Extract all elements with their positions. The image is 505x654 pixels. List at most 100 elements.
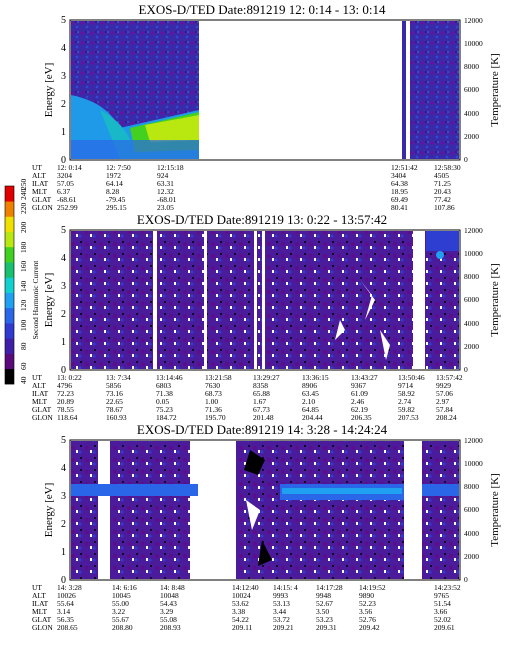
panel-3-ytick-5: 5 xyxy=(61,435,66,446)
panel-2-cell: 57.84 xyxy=(436,405,453,414)
colorbar-swatch xyxy=(5,262,14,278)
panel-2-cell: 58.92 xyxy=(398,389,415,398)
panel-2-col-6: 13:43:27 9367 61.09 2.46 62.19 206.35 xyxy=(351,373,378,422)
colorbar-tick: 250 xyxy=(19,179,28,191)
panel-3-y2tick-6: 12000 xyxy=(464,436,483,445)
panel-3-cell: 10048 xyxy=(160,591,179,600)
panel-1-cell: 3404 xyxy=(391,171,406,180)
panel-2-cell: 65.88 xyxy=(253,389,270,398)
panel-1-col-3: 12:51:42 3404 64.38 18.95 69.49 80.41 xyxy=(391,163,418,212)
colorbar-swatch xyxy=(5,307,14,324)
panel-2-cell: 13:50:46 xyxy=(398,373,425,382)
panel-1-cell: 71.25 xyxy=(434,179,451,188)
panel-3-col-3: 14:12:40 10024 53.62 3.38 54.22 209.11 xyxy=(232,583,259,632)
panel-1-cell: 20.43 xyxy=(434,187,451,196)
panel-2-ytick-1: 1 xyxy=(61,337,66,348)
panel-1-col-1: 12: 7:50 1972 64.14 8.28 -79.45 295.15 xyxy=(106,163,131,212)
panel-1-y2label: Temperature [K] xyxy=(489,53,501,126)
panel-2-cell: 13:36:15 xyxy=(302,373,329,382)
panel-3-cell: 55.08 xyxy=(160,615,177,624)
panel-1-cell: 63.31 xyxy=(157,179,174,188)
panel-2-ytick-4: 4 xyxy=(61,253,66,264)
panel-1-y2ticks: 0 2000 4000 6000 8000 10000 12000 xyxy=(464,16,483,164)
panel-3-cell: 9948 xyxy=(316,591,331,600)
panel-2-cell: 57.06 xyxy=(436,389,453,398)
panel-2-cell: 71.36 xyxy=(205,405,222,414)
panel-3-cell: 3.44 xyxy=(273,607,286,616)
panel-1-row-label-alt: ALT xyxy=(32,171,46,180)
panel-2-cell: 195.70 xyxy=(205,413,226,422)
panel-3-ytick-2: 2 xyxy=(61,519,66,530)
panel-1-orbit-table: UT ALT ILAT MLT GLAT GLON 12: 0:14 3204 … xyxy=(32,163,461,212)
colorbar-swatch xyxy=(5,201,14,217)
panel-3-cell: 3.50 xyxy=(316,607,329,616)
panel-2-cell: 13: 0:22 xyxy=(57,373,82,382)
panel-3-cell: 9890 xyxy=(359,591,374,600)
panel-1-col-2: 12:15:18 924 63.31 12.32 -68.01 23.05 xyxy=(157,163,184,212)
colorbar-swatch xyxy=(5,231,14,248)
panel-2-cell: 75.23 xyxy=(156,405,173,414)
panel-3-cell: 10024 xyxy=(232,591,251,600)
panel-1-cell: 23.05 xyxy=(157,203,174,212)
panel-2-y2tick-3: 6000 xyxy=(464,295,479,304)
panel-1-cell: 295.15 xyxy=(106,203,127,212)
panel-2-cell: 0.05 xyxy=(156,397,169,406)
panel-1-y2tick-4: 8000 xyxy=(464,62,479,71)
panel-1-cell: 18.95 xyxy=(391,187,408,196)
panel-1-ytick-3: 3 xyxy=(61,71,66,82)
panel-1-cell: -68.01 xyxy=(157,195,177,204)
panel-3-ytick-3: 3 xyxy=(61,491,66,502)
panel-2-y2tick-1: 2000 xyxy=(464,342,479,351)
panel-2-cell: 20.89 xyxy=(57,397,74,406)
panel-1-cell: 57.05 xyxy=(57,179,74,188)
panel-3-cell: 56.35 xyxy=(57,615,74,624)
colorbar-swatch xyxy=(5,353,14,370)
colorbar-tick: 160 xyxy=(19,261,28,273)
panel-1-ytick-0: 0 xyxy=(61,155,66,166)
panel-2-y2tick-5: 10000 xyxy=(464,249,483,258)
panel-2-cell: 2.10 xyxy=(302,397,315,406)
panel-2-cell: 8358 xyxy=(253,381,268,390)
panel-2-y2tick-2: 4000 xyxy=(464,319,479,328)
panel-1-cell: 64.14 xyxy=(106,179,123,188)
colorbar-label: Second Harmonic Current xyxy=(31,260,40,340)
panel-3-cell: 209.21 xyxy=(273,623,294,632)
panel-3-heatmap-segment-4 xyxy=(422,441,459,579)
panel-1-heatmap-segment-3 xyxy=(410,21,459,159)
panel-1-row-label-ut: UT xyxy=(32,163,42,172)
panel-2-ytick-0: 0 xyxy=(61,365,66,376)
panel-2-cell: 73.16 xyxy=(106,389,123,398)
panel-3-col-2: 14: 8:48 10048 54.43 3.29 55.08 208.93 xyxy=(160,583,185,632)
panel-2-cell: 2.97 xyxy=(436,397,449,406)
colorbar-tick: 180 xyxy=(19,242,28,254)
panel-3-cell: 14: 8:48 xyxy=(160,583,185,592)
panel-2-cell: 2.46 xyxy=(351,397,364,406)
panel-3-cell: 14:23:52 xyxy=(434,583,461,592)
panel-1-y2tick-3: 6000 xyxy=(464,85,479,94)
panel-3-cell: 10026 xyxy=(57,591,76,600)
panel-1-y2tick-6: 12000 xyxy=(464,16,483,25)
panel-2-cell: 13: 7:34 xyxy=(106,373,131,382)
panel-3-title: EXOS-D/TED Date:891219 14: 3:28 - 14:24:… xyxy=(137,422,388,437)
panel-1-ytick-2: 2 xyxy=(61,99,66,110)
panel-3-cell: 3.29 xyxy=(160,607,173,616)
panel-1-cell: -68.61 xyxy=(57,195,77,204)
panel-1-cell: -79.45 xyxy=(106,195,126,204)
panel-3-heatmap-segment-2 xyxy=(110,441,190,579)
panel-2-cell: 184.72 xyxy=(156,413,177,422)
panel-1-cell: 77.42 xyxy=(434,195,451,204)
panel-3-row-label-glat: GLAT xyxy=(32,615,52,624)
panel-3-cell: 55.67 xyxy=(112,615,129,624)
panel-3-y2tick-0: 0 xyxy=(464,575,468,584)
panel-3-y2tick-1: 2000 xyxy=(464,552,479,561)
panel-2-cell: 5856 xyxy=(106,381,121,390)
colorbar-tick: 120 xyxy=(19,300,28,312)
panel-3-heatmap-segment-1 xyxy=(71,441,98,579)
panel-2-cell: 13:57:42 xyxy=(436,373,463,382)
panel-3-cell: 208.65 xyxy=(57,623,78,632)
panel-1-yticks: 0 1 2 3 4 5 xyxy=(61,15,66,166)
panel-3-row-label-ilat: ILAT xyxy=(32,599,49,608)
panel-3-cell: 53.23 xyxy=(316,615,333,624)
panel-1-y2tick-0: 0 xyxy=(464,155,468,164)
panel-3-cell: 209.61 xyxy=(434,623,455,632)
